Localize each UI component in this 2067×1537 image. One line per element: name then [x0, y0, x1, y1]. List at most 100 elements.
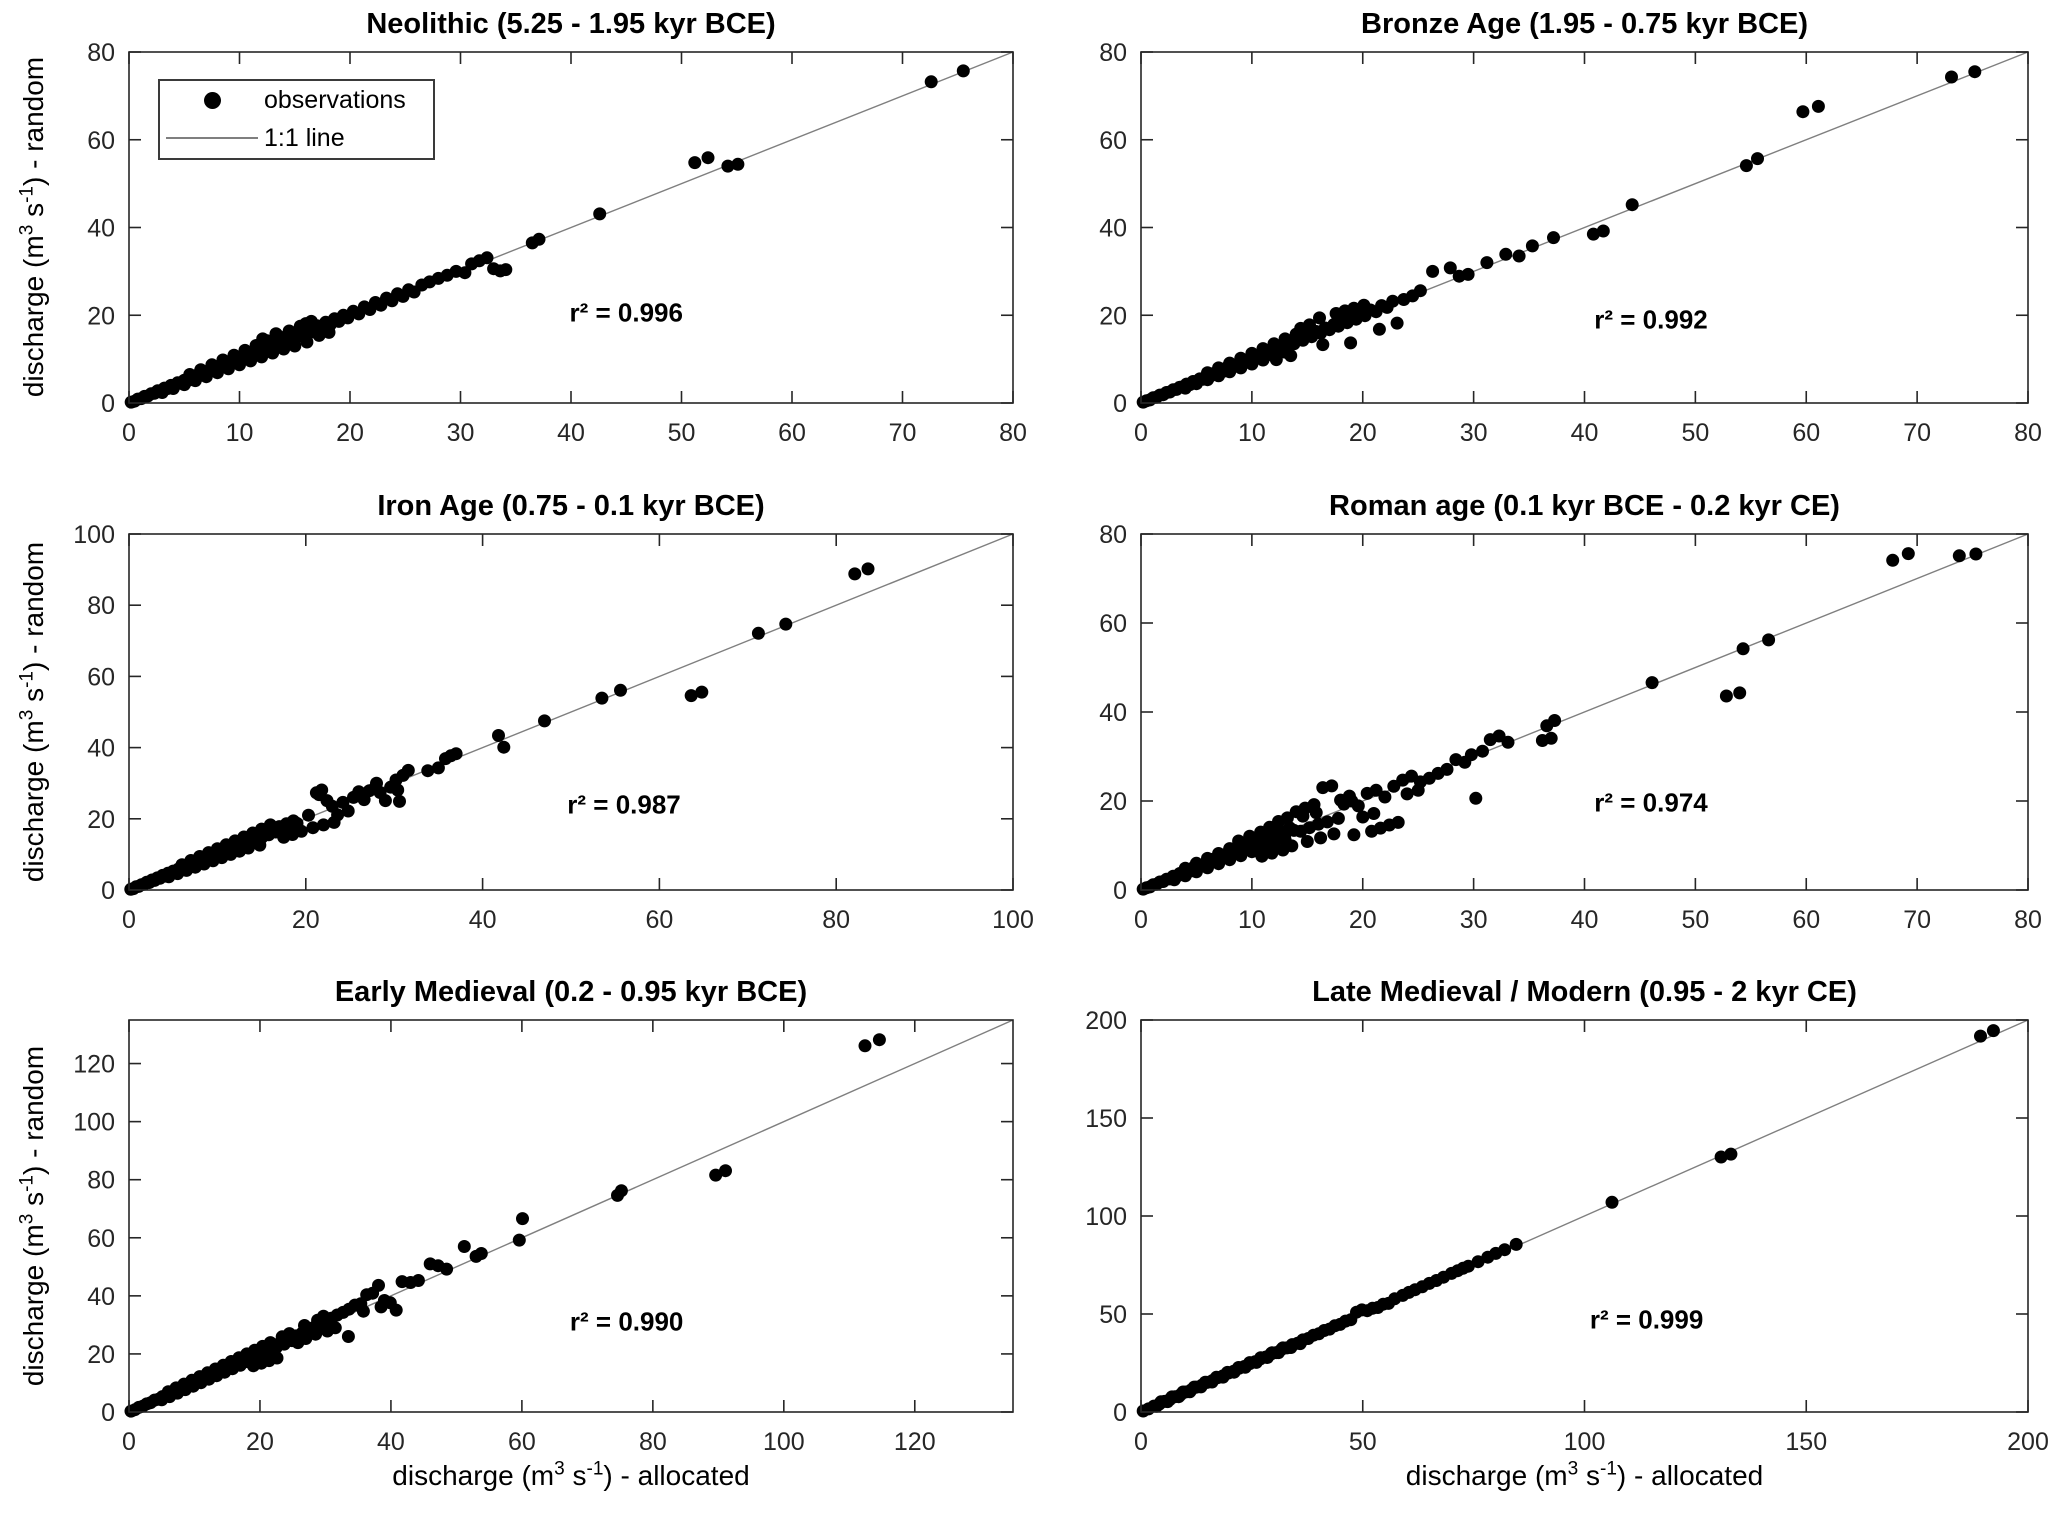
- observation-point: [374, 1300, 388, 1314]
- observation-point: [1751, 152, 1764, 166]
- observation-point: [1311, 817, 1325, 831]
- observation-point: [194, 363, 208, 377]
- observation-point: [474, 1247, 488, 1260]
- y-tick-label: 0: [101, 877, 115, 905]
- observation-point: [1733, 686, 1747, 700]
- observation-point: [317, 818, 330, 832]
- observation-point: [721, 159, 735, 173]
- x-tick-label: 100: [763, 1428, 805, 1456]
- observation-point: [1369, 783, 1383, 797]
- observation-point: [291, 1336, 305, 1350]
- observation-point: [1243, 829, 1257, 843]
- observation-point: [1269, 353, 1283, 367]
- observation-point: [277, 342, 291, 356]
- observation-point: [924, 75, 938, 89]
- observation-point: [1198, 1375, 1212, 1389]
- observation-point: [1390, 316, 1404, 330]
- observation-point: [688, 156, 702, 170]
- x-tick-label: 60: [645, 906, 673, 934]
- panel-neolithic: 0 10 20 30 40 50 60 70 80 0 20 40 60 80: [87, 39, 1027, 447]
- y-tick-label: 40: [87, 215, 115, 243]
- panel-title-late-medieval-modern: Late Medieval / Modern (0.95 - 2 kyr CE): [1312, 976, 1857, 1008]
- observation-point: [300, 335, 314, 349]
- observation-point: [1811, 99, 1825, 113]
- y-tick-label: 80: [87, 39, 115, 67]
- observation-point: [1400, 787, 1414, 801]
- x-tick-label: 30: [1460, 419, 1488, 447]
- x-tick-label: 0: [1134, 906, 1148, 934]
- y-tick-label: 20: [87, 1341, 115, 1369]
- y-axis-label-superscript: 3: [16, 224, 38, 236]
- x-tick-label: 70: [1903, 906, 1931, 934]
- observation-point: [288, 339, 302, 353]
- observation-point: [1212, 361, 1226, 375]
- observation-point: [593, 207, 607, 221]
- observation-point: [282, 324, 296, 338]
- observation-point: [1327, 827, 1341, 841]
- observation-point: [155, 386, 169, 399]
- x-tick-label: 60: [1792, 419, 1820, 447]
- y-axis-label-text: s: [18, 687, 49, 710]
- y-tick-label: 60: [1099, 610, 1127, 638]
- observation-point: [1544, 731, 1558, 745]
- r-squared-annotation: r² = 0.974: [1594, 787, 1708, 818]
- y-tick-label: 40: [1099, 215, 1127, 243]
- observation-point: [341, 1330, 355, 1343]
- observation-point: [378, 794, 392, 808]
- observation-point: [1245, 346, 1259, 360]
- observation-point: [1901, 547, 1915, 561]
- y-tick-label: 120: [73, 1051, 115, 1079]
- legend-label: 1:1 line: [264, 123, 345, 152]
- observation-point: [1945, 70, 1958, 84]
- observation-point: [1256, 342, 1270, 356]
- observation-point: [1471, 1255, 1485, 1269]
- y-tick-label: 40: [1099, 699, 1127, 727]
- observation-point: [1476, 744, 1489, 758]
- panel-title-roman-age: Roman age (0.1 kyr BCE - 0.2 kyr CE): [1329, 490, 1840, 522]
- observation-point: [1714, 1150, 1728, 1164]
- observation-point: [166, 382, 180, 395]
- observation-point: [177, 378, 191, 392]
- x-tick-label: 150: [1785, 1428, 1827, 1456]
- observation-point: [275, 1330, 289, 1344]
- y-tick-label: 20: [1099, 302, 1127, 330]
- x-tick-label: 40: [1571, 906, 1599, 934]
- x-tick-label: 20: [246, 1428, 274, 1456]
- y-tick-label: 60: [1099, 127, 1127, 155]
- observation-point: [595, 691, 609, 705]
- observation-point: [614, 683, 627, 697]
- observation-point: [1178, 381, 1192, 395]
- observation-point: [1309, 806, 1323, 820]
- y-tick-label: 100: [73, 521, 115, 549]
- observation-point: [1499, 247, 1513, 261]
- x-tick-label: 70: [889, 419, 917, 447]
- x-tick-label: 40: [377, 1428, 405, 1456]
- observation-point: [263, 818, 277, 832]
- observation-point: [1968, 65, 1982, 79]
- observation-point: [1372, 322, 1386, 336]
- x-tick-label: 80: [999, 419, 1027, 447]
- observation-point: [238, 343, 252, 357]
- observation-point: [1357, 298, 1371, 312]
- observation-point: [512, 1233, 526, 1247]
- observation-point: [1344, 336, 1358, 350]
- x-tick-label: 0: [122, 906, 136, 934]
- axes-box: [128, 1019, 1014, 1413]
- panel-title-neolithic: Neolithic (5.25 - 1.95 kyr BCE): [366, 8, 776, 40]
- x-axis-label-text: ) - allocated: [603, 1460, 750, 1491]
- r-squared-annotation: r² = 0.990: [569, 1306, 684, 1337]
- observation-point: [1234, 361, 1248, 375]
- panel-title-early-medieval: Early Medieval (0.2 - 0.95 kyr BCE): [334, 976, 808, 1008]
- observation-point: [411, 1274, 425, 1287]
- x-tick-label: 40: [1571, 419, 1599, 447]
- x-tick-label: 60: [778, 419, 806, 447]
- y-tick-label: 20: [87, 806, 115, 834]
- observation-point: [1178, 861, 1192, 875]
- y-tick-label: 200: [1085, 1007, 1127, 1035]
- observation-point: [1386, 294, 1400, 308]
- observation-point: [695, 685, 709, 699]
- observation-point: [1512, 249, 1526, 263]
- x-tick-label: 10: [1238, 906, 1266, 934]
- observation-point: [1378, 790, 1392, 804]
